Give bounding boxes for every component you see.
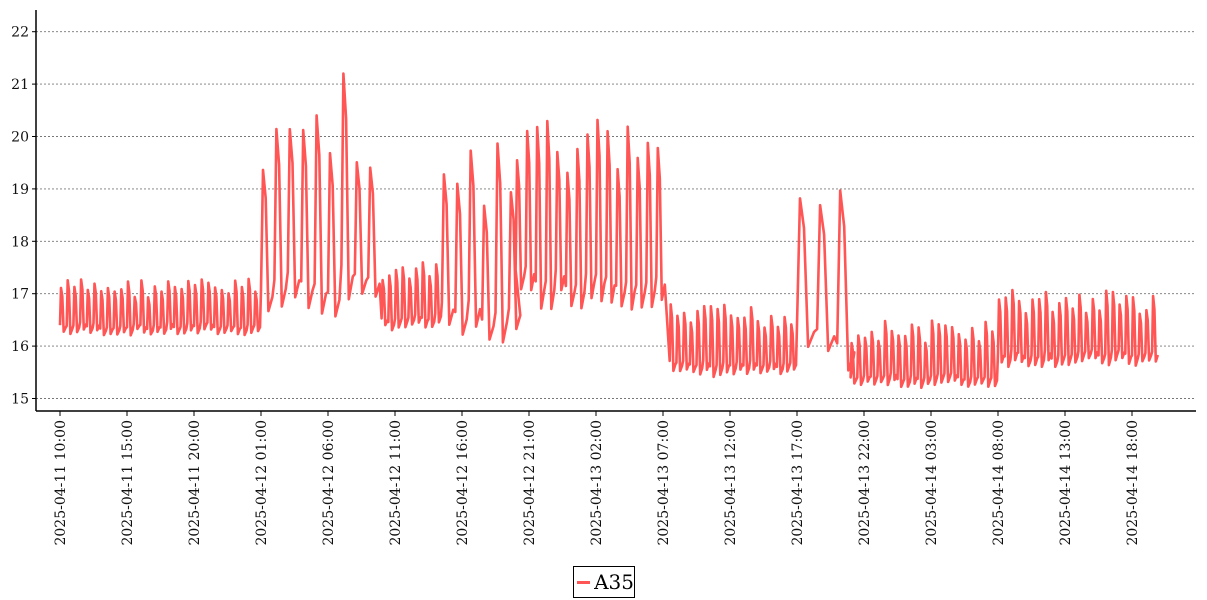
x-tick-label: 2025-04-11 10:00 — [53, 420, 69, 546]
axes — [35, 10, 1196, 412]
x-tick-label: 2025-04-14 03:00 — [924, 420, 940, 546]
x-tick-label: 2025-04-11 20:00 — [187, 420, 203, 546]
x-tick-label: 2025-04-13 22:00 — [857, 420, 873, 546]
x-tick-label: 2025-04-14 13:00 — [1058, 420, 1074, 546]
series — [58, 72, 1160, 390]
y-ticks: 15 16 17 18 19 20 21 22 — [11, 25, 36, 408]
x-tick-label: 2025-04-12 11:00 — [388, 420, 404, 546]
legend-label-a35: A35 — [594, 570, 634, 594]
x-tick-label: 2025-04-14 18:00 — [1125, 420, 1141, 546]
y-tick-label: 18 — [11, 234, 29, 250]
x-ticks: 2025-04-11 10:00 2025-04-11 15:00 2025-04-… — [53, 411, 1141, 546]
y-tick-label: 19 — [11, 182, 29, 198]
x-tick-label: 2025-04-14 08:00 — [991, 420, 1007, 546]
x-tick-label: 2025-04-11 15:00 — [120, 420, 136, 546]
x-tick-label: 2025-04-12 01:00 — [254, 420, 270, 546]
x-tick-label: 2025-04-12 21:00 — [522, 420, 538, 546]
series-line-a35 — [58, 72, 1160, 390]
x-tick-label: 2025-04-12 16:00 — [455, 420, 471, 546]
x-tick-label: 2025-04-13 07:00 — [656, 420, 672, 546]
x-tick-label: 2025-04-12 06:00 — [321, 420, 337, 546]
legend-swatch-a35 — [577, 580, 591, 584]
y-tick-label: 22 — [11, 25, 29, 41]
y-tick-label: 20 — [11, 130, 29, 146]
x-tick-label: 2025-04-13 17:00 — [790, 420, 806, 546]
y-tick-label: 17 — [11, 287, 29, 303]
y-tick-label: 15 — [11, 392, 29, 408]
x-tick-label: 2025-04-13 12:00 — [723, 420, 739, 546]
y-tick-label: 21 — [11, 77, 29, 93]
legend: A35 — [573, 566, 635, 598]
y-tick-label: 16 — [11, 339, 29, 355]
x-tick-label: 2025-04-13 02:00 — [589, 420, 605, 546]
